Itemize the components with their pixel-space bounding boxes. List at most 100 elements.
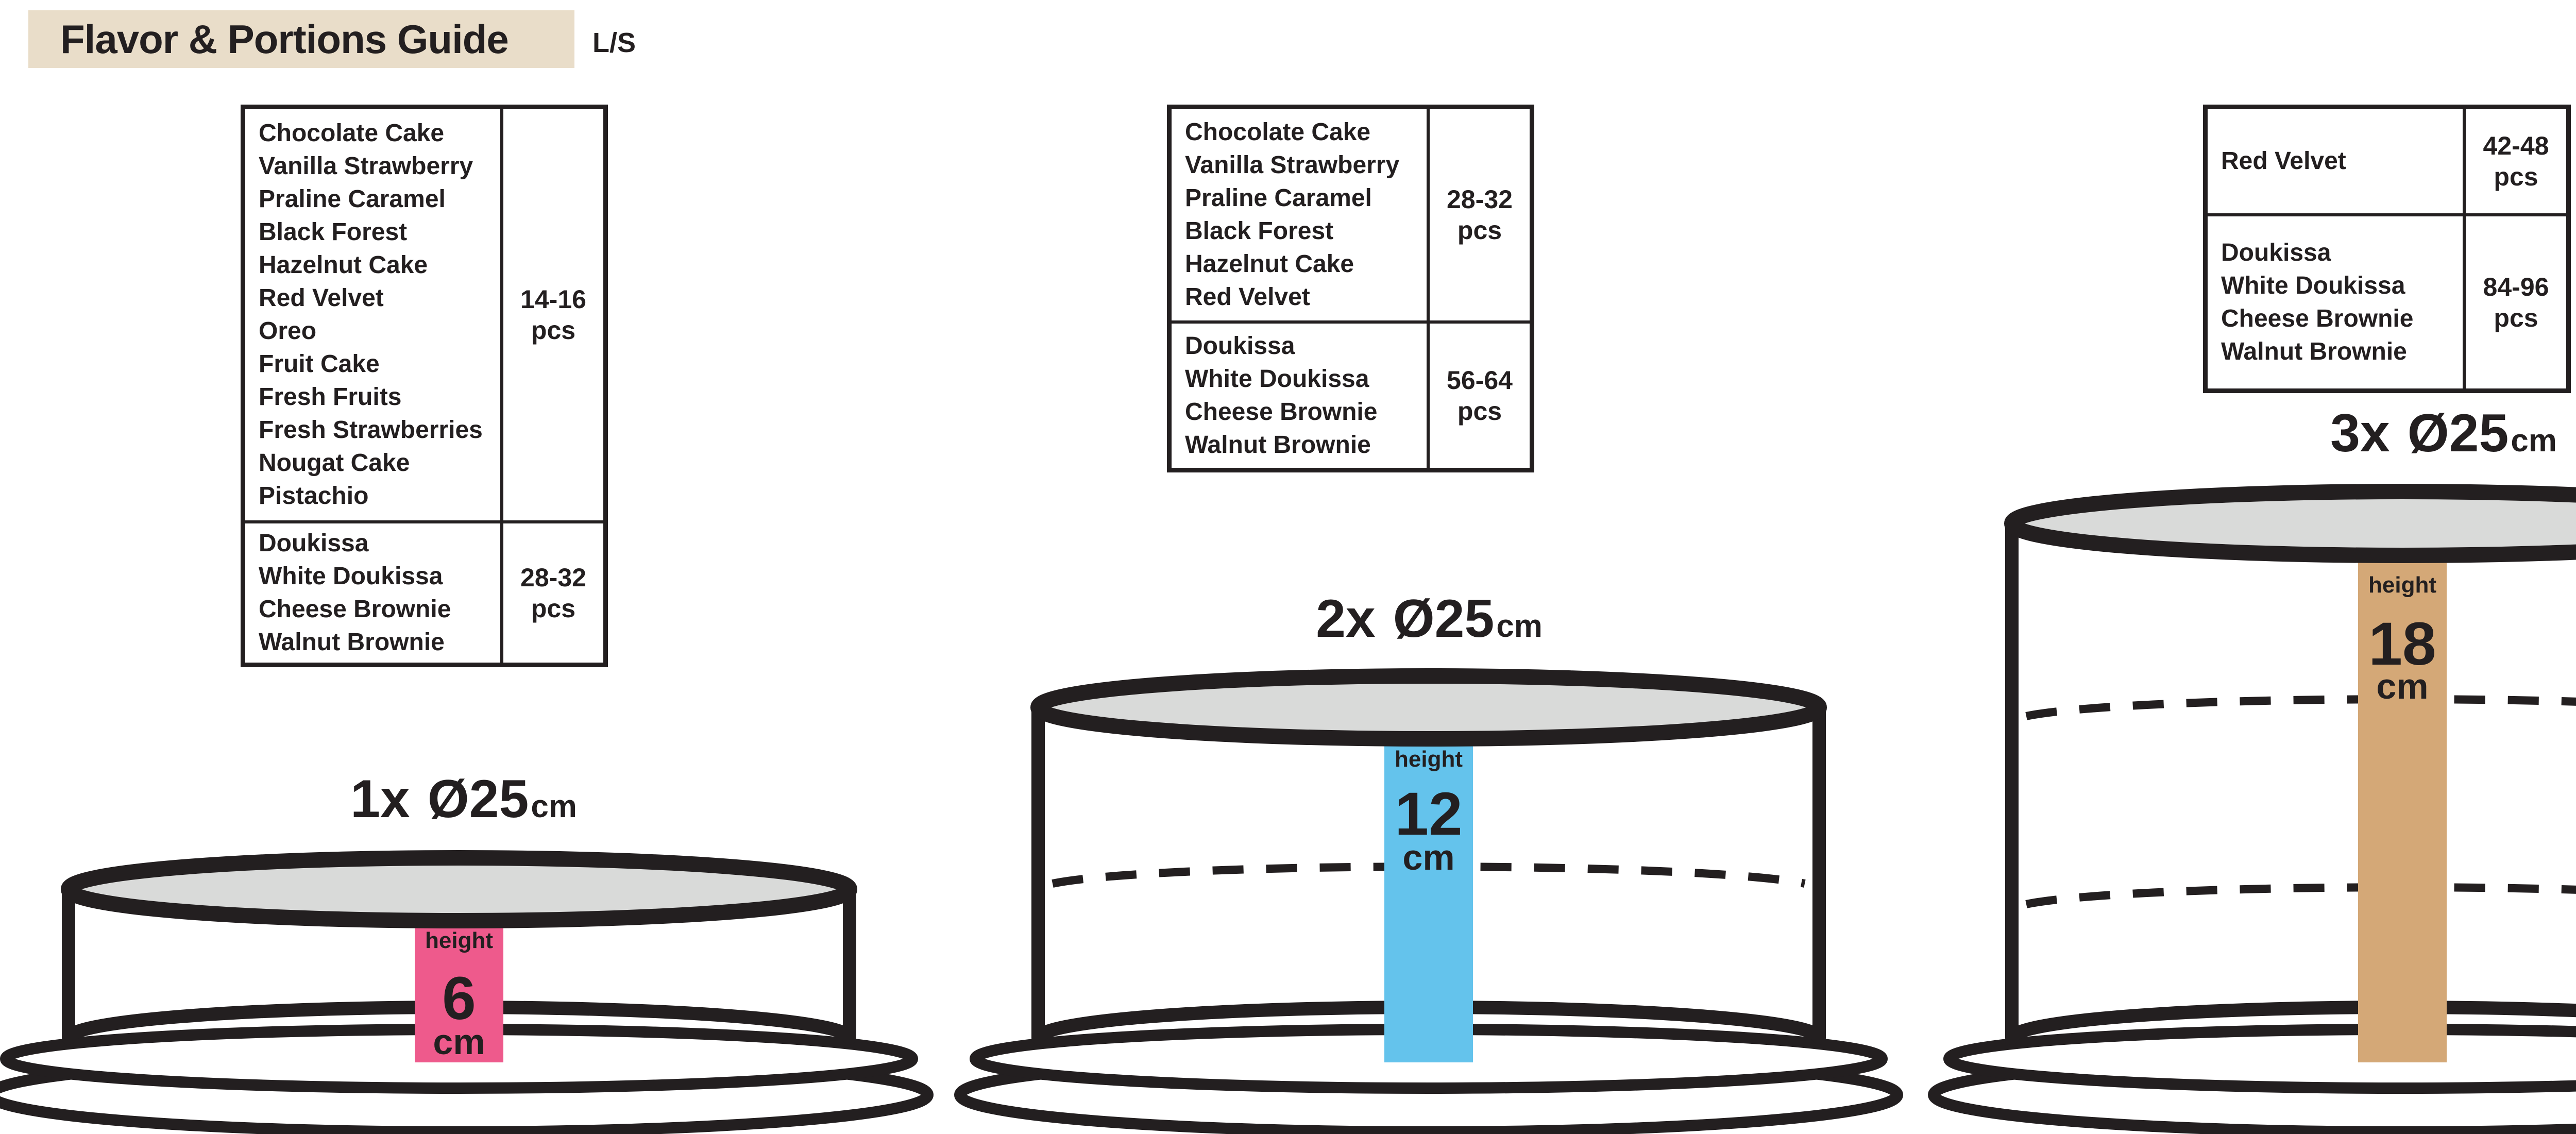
cake-count: 3x (2330, 403, 2390, 463)
cake-top-ellipse (61, 850, 857, 928)
pcs-unit: pcs (2494, 162, 2538, 191)
height-word: height (425, 928, 493, 953)
pcs-unit: pcs (531, 316, 576, 345)
flavor-item: Doukissa (2221, 239, 2331, 266)
flavor-item: Hazelnut Cake (1185, 250, 1354, 278)
flavor-item: Pistachio (259, 482, 369, 510)
cake-size-label-3: 3x Ø25cm (2238, 403, 2576, 464)
flavor-item: Cheese Brownie (2221, 305, 2414, 332)
flavor-item: Red Velvet (2221, 147, 2346, 175)
height-unit: cm (433, 1022, 485, 1062)
flavors-cell: Doukissa White Doukissa Cheese Brownie Waln… (2208, 216, 2463, 388)
flavor-item: Fruit Cake (259, 350, 380, 378)
cake-diameter: Ø25 (1393, 589, 1495, 649)
flavor-item: Praline Caramel (1185, 184, 1372, 212)
flavor-item: Doukissa (259, 530, 369, 557)
height-strip-rect (1384, 741, 1473, 1062)
pcs-value: 14-16 (520, 285, 586, 314)
flavors-cell: Doukissa White Doukissa Cheese Brownie Waln… (1172, 324, 1427, 468)
pcs-cell: 28-32 pcs (500, 523, 603, 663)
table-row: Red Velvet 42-48 pcs (2208, 109, 2566, 213)
pcs-unit: pcs (1457, 216, 1502, 245)
page-title: Flavor & Portions Guide (60, 16, 509, 62)
cake-top-ellipse (1030, 668, 1827, 747)
flavor-item: White Doukissa (2221, 272, 2405, 299)
table-row: Chocolate Cake Vanilla Strawberry Praline … (245, 109, 603, 520)
pcs-unit: pcs (531, 594, 576, 623)
flavor-item: Oreo (259, 317, 317, 345)
flavor-item: Vanilla Strawberry (1185, 151, 1400, 179)
cake-top-ellipse (2004, 484, 2576, 563)
cake-diameter-unit: cm (1496, 608, 1543, 644)
pcs-cell: 28-32 pcs (1427, 109, 1530, 320)
cake-body (2005, 485, 2576, 1045)
pcs-unit: pcs (2494, 303, 2538, 332)
table-row: Doukissa White Doukissa Cheese Brownie Waln… (1172, 320, 1530, 468)
pcs-cell: 42-48 pcs (2463, 109, 2566, 213)
cake-diameter: Ø25 (2407, 403, 2509, 463)
cake-size-label-1: 1x Ø25cm (258, 769, 670, 830)
header-bar: Flavor & Portions Guide (28, 10, 574, 68)
flavor-item: Vanilla Strawberry (259, 153, 473, 180)
flavor-item: White Doukissa (259, 563, 443, 590)
flavors-cell: Chocolate Cake Vanilla Strawberry Praline … (1172, 109, 1427, 320)
flavor-table-1x: Chocolate Cake Vanilla Strawberry Praline … (241, 105, 608, 667)
pcs-value: 28-32 (520, 563, 586, 592)
flavor-item: Cheese Brownie (1185, 398, 1378, 426)
pcs-value: 84-96 (2483, 273, 2549, 301)
height-strip-rect (415, 922, 503, 1062)
height-unit: cm (2376, 666, 2428, 706)
flavor-item: Nougat Cake (259, 449, 410, 477)
flavor-item: White Doukissa (1185, 365, 1369, 393)
plate-inner-ellipse (1943, 1024, 2576, 1094)
pcs-value: 42-48 (2483, 131, 2549, 160)
flavor-item: Fresh Strawberries (259, 416, 483, 444)
flavor-item: Chocolate Cake (1185, 119, 1371, 146)
flavor-item: Black Forest (1185, 217, 1334, 245)
flavors-cell: Chocolate Cake Vanilla Strawberry Praline … (245, 109, 500, 520)
cake-figure-1: height 6 cm (0, 850, 934, 1134)
flavor-item: Walnut Brownie (259, 629, 445, 656)
pcs-unit: pcs (1457, 397, 1502, 426)
flavor-item: Hazelnut Cake (259, 251, 428, 279)
height-value: 12 (1395, 780, 1462, 848)
pcs-value: 56-64 (1447, 366, 1513, 395)
cake-figure-2: height 12 cm (954, 668, 1903, 1134)
height-word: height (2368, 572, 2436, 598)
flavor-item: Chocolate Cake (259, 120, 445, 147)
height-value: 18 (2368, 610, 2436, 678)
flavors-cell: Doukissa White Doukissa Cheese Brownie Waln… (245, 523, 500, 663)
flavor-item: Doukissa (1185, 332, 1295, 360)
cake-count: 2x (1316, 589, 1376, 649)
flavor-table-3x: Red Velvet 42-48 pcs Doukissa White Douki… (2203, 105, 2571, 393)
pcs-value: 28-32 (1447, 185, 1513, 214)
height-unit: cm (1402, 837, 1454, 877)
table-row: Doukissa White Doukissa Cheese Brownie Waln… (2208, 213, 2566, 388)
cake-diameter-unit: cm (531, 789, 577, 824)
flavor-item: Praline Caramel (259, 185, 446, 213)
cake-diameter: Ø25 (427, 769, 529, 829)
pcs-cell: 56-64 pcs (1427, 324, 1530, 468)
height-strip-rect (2358, 556, 2447, 1062)
height-value: 6 (442, 964, 476, 1033)
flavor-item: Fresh Fruits (259, 383, 402, 411)
table-row: Doukissa White Doukissa Cheese Brownie Waln… (245, 520, 603, 663)
cake-figure-3: height 18 cm (1928, 484, 2576, 1134)
height-word: height (1395, 747, 1463, 772)
flavor-table-2x: Chocolate Cake Vanilla Strawberry Praline … (1167, 105, 1534, 472)
cake-diameter-unit: cm (2511, 423, 2557, 459)
table-row: Chocolate Cake Vanilla Strawberry Praline … (1172, 109, 1530, 320)
pcs-cell: 84-96 pcs (2463, 216, 2566, 388)
flavor-item: Red Velvet (259, 284, 384, 312)
size-code-label: L/S (592, 27, 636, 58)
cake-count: 1x (350, 769, 410, 829)
flavor-item: Cheese Brownie (259, 596, 451, 623)
flavors-cell: Red Velvet (2208, 109, 2463, 213)
flavor-item: Walnut Brownie (1185, 431, 1371, 459)
pcs-cell: 14-16 pcs (500, 109, 603, 520)
cake-size-label-2: 2x Ø25cm (1223, 588, 1635, 650)
flavor-item: Black Forest (259, 218, 408, 246)
flavor-item: Walnut Brownie (2221, 338, 2407, 365)
